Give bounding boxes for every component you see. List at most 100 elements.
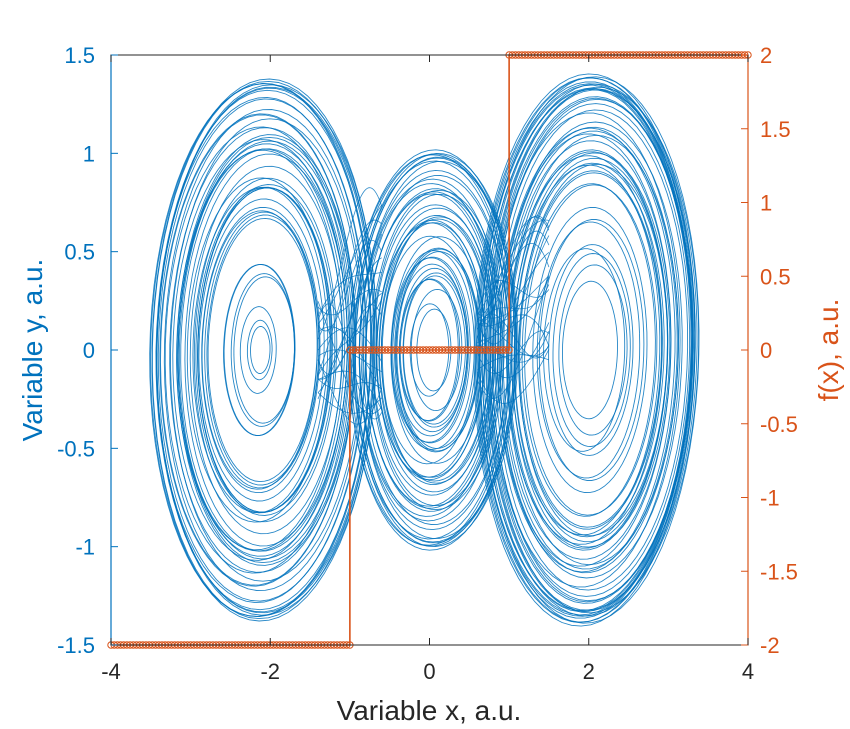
attractor-orbit xyxy=(507,149,669,551)
attractor-orbit xyxy=(476,77,696,623)
x-tick-label: 2 xyxy=(583,659,595,684)
y-right-tick-label: 1 xyxy=(760,191,772,216)
x-axis-label: Variable x, a.u. xyxy=(337,695,522,726)
attractor-transfer xyxy=(476,276,550,399)
attractor-series xyxy=(149,73,700,627)
attractor-orbit xyxy=(189,165,344,535)
attractor-orbit xyxy=(169,127,355,573)
attractor-orbit xyxy=(206,214,320,486)
attractor-orbit xyxy=(197,187,333,513)
attractor-transfer xyxy=(476,322,550,379)
attractor-transfer xyxy=(476,280,550,312)
attractor-orbit xyxy=(538,219,645,481)
y-right-tick-label: 2 xyxy=(760,43,772,68)
attractor-orbit xyxy=(198,198,325,502)
attractor-transfer xyxy=(317,219,383,375)
attractor-orbit xyxy=(399,278,461,422)
attractor-transfer xyxy=(477,314,550,347)
attractor-transfer xyxy=(477,275,550,319)
attractor-orbit xyxy=(489,112,681,588)
attractor-orbit xyxy=(486,89,696,611)
y-left-tick-label: 0 xyxy=(83,338,95,363)
attractor-transfer xyxy=(477,243,550,320)
attractor-orbit xyxy=(201,206,321,494)
attractor-transfer xyxy=(476,216,550,338)
attractor-orbit xyxy=(489,97,693,603)
y-axis-left-label: Variable y, a.u. xyxy=(17,259,48,442)
attractor-orbit xyxy=(150,83,372,617)
attractor-transfer xyxy=(317,289,382,316)
y-left-tick-label: 0.5 xyxy=(64,240,95,265)
attractor-orbit xyxy=(395,263,468,437)
attractor-orbit xyxy=(186,177,331,523)
attractor-orbit xyxy=(151,78,378,622)
y-right-tick-label: -0.5 xyxy=(760,412,798,437)
attractor-orbit xyxy=(177,148,346,552)
attractor-transfer xyxy=(476,235,550,345)
attractor-orbit xyxy=(156,84,378,616)
y-left-tick-label: -0.5 xyxy=(57,436,95,461)
attractor-orbit xyxy=(403,275,466,425)
attractor-orbit xyxy=(233,276,295,424)
x-tick-label: -4 xyxy=(101,659,121,684)
attractor-orbit xyxy=(481,88,692,612)
attractor-orbit xyxy=(390,250,475,450)
attractor-orbit xyxy=(483,83,698,617)
attractor-transfer xyxy=(476,330,550,374)
attractor-orbit xyxy=(497,133,672,567)
attractor-transfer xyxy=(476,219,550,316)
attractor-orbit xyxy=(518,170,663,530)
y-left-tick-label: 1 xyxy=(83,141,95,166)
y-right-tick-label: 0 xyxy=(760,338,772,363)
attractor-orbit xyxy=(473,73,696,627)
attractor-transfer xyxy=(317,187,383,340)
attractor-orbit xyxy=(223,263,296,437)
attractor-transfer xyxy=(317,304,383,375)
attractor-transfer xyxy=(317,299,383,376)
fx-marker xyxy=(505,346,513,354)
x-tick-label: 0 xyxy=(423,659,435,684)
attractor-orbit xyxy=(536,221,641,479)
attractor-orbit xyxy=(475,77,694,623)
attractor-orbit xyxy=(410,288,463,412)
attractor-orbit xyxy=(250,326,271,374)
attractor-transfer xyxy=(476,349,550,404)
attractor-transfer xyxy=(477,252,550,347)
attractor-orbit xyxy=(552,253,631,447)
attractor-orbit xyxy=(501,130,678,570)
attractor-orbit xyxy=(521,183,656,517)
attractor-orbit xyxy=(201,210,318,490)
attractor-orbit xyxy=(239,306,277,394)
attractor-transfer xyxy=(317,240,383,332)
x-axis: -4 -2 0 2 4 xyxy=(101,55,754,684)
attractor-orbit xyxy=(416,308,452,392)
x-tick-label: -2 xyxy=(260,659,280,684)
attractor-orbit xyxy=(362,175,510,525)
y-axis-left: -1.5 -1 -0.5 0 0.5 1 1.5 xyxy=(57,43,118,658)
attractor-orbit xyxy=(558,264,628,436)
y-right-tick-label: -2 xyxy=(760,633,780,658)
attractor-orbit xyxy=(562,280,618,420)
attractor-transfer xyxy=(477,230,550,326)
attractor-orbit xyxy=(358,169,510,531)
attractor-orbit xyxy=(184,153,348,547)
y-left-tick-label: -1 xyxy=(75,535,95,560)
attractor-orbit xyxy=(157,98,367,602)
attractor-orbit xyxy=(193,177,338,523)
x-tick-label: 4 xyxy=(742,659,754,684)
y-left-tick-label: 1.5 xyxy=(64,43,95,68)
y-right-tick-label: 1.5 xyxy=(760,117,791,142)
attractor-orbit xyxy=(524,184,658,516)
attractor-orbit xyxy=(519,172,662,528)
attractor-orbit xyxy=(502,140,672,560)
attractor-orbit xyxy=(532,206,648,494)
attractor-transfer xyxy=(477,318,550,357)
attractor-transfer xyxy=(477,277,550,344)
attractor-orbit xyxy=(164,126,351,574)
attractor-orbit xyxy=(548,244,634,456)
attractor-orbit xyxy=(392,256,471,444)
y-right-tick-label: 0.5 xyxy=(760,264,791,289)
attractor-orbit xyxy=(477,81,694,619)
y-right-tick-label: -1 xyxy=(760,486,780,511)
